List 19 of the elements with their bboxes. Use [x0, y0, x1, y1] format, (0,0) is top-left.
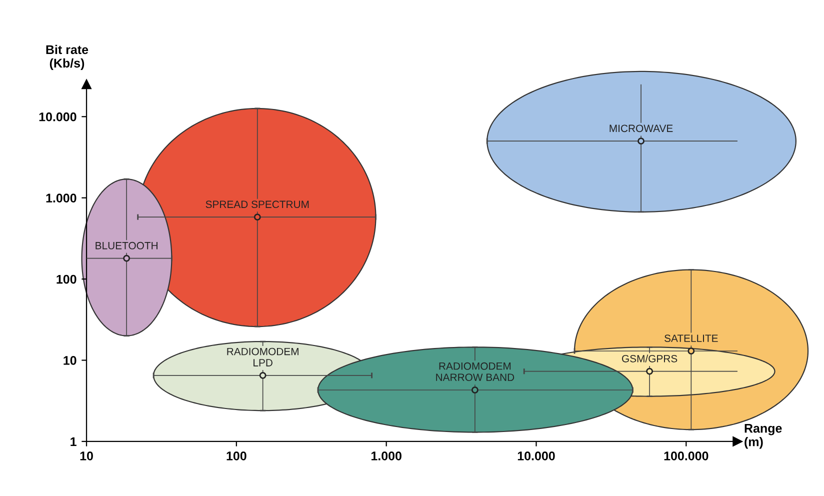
- x-tick-label: 10.000: [518, 451, 555, 460]
- y-tick-label: 10.000: [39, 112, 76, 122]
- x-tick-label: 100: [226, 451, 246, 460]
- x-axis-title: Range (m): [744, 424, 782, 449]
- y-tick-label: 1: [70, 437, 76, 446]
- x-tick-label: 100.000: [664, 451, 708, 460]
- y-tick-label: 1.000: [46, 194, 76, 202]
- series-label: RADIOMODEM LPD: [227, 348, 298, 366]
- y-axis-title: Bit rate (Kb/s): [46, 44, 88, 70]
- y-tick-label: 100: [56, 274, 76, 284]
- series-label: RADIOMODEM NARROW BAND: [436, 362, 514, 381]
- series-label: BLUETOOTH: [96, 242, 158, 250]
- series-label: SATELLITE: [664, 334, 718, 342]
- series-label: SPREAD SPECTRUM: [206, 200, 309, 208]
- series-label: GSM/GPRS: [622, 354, 678, 362]
- x-tick-label: 1.000: [371, 451, 402, 460]
- series-label: MICROWAVE: [610, 124, 673, 132]
- x-tick-label: 10: [80, 451, 93, 460]
- y-tick-label: 10: [64, 356, 76, 365]
